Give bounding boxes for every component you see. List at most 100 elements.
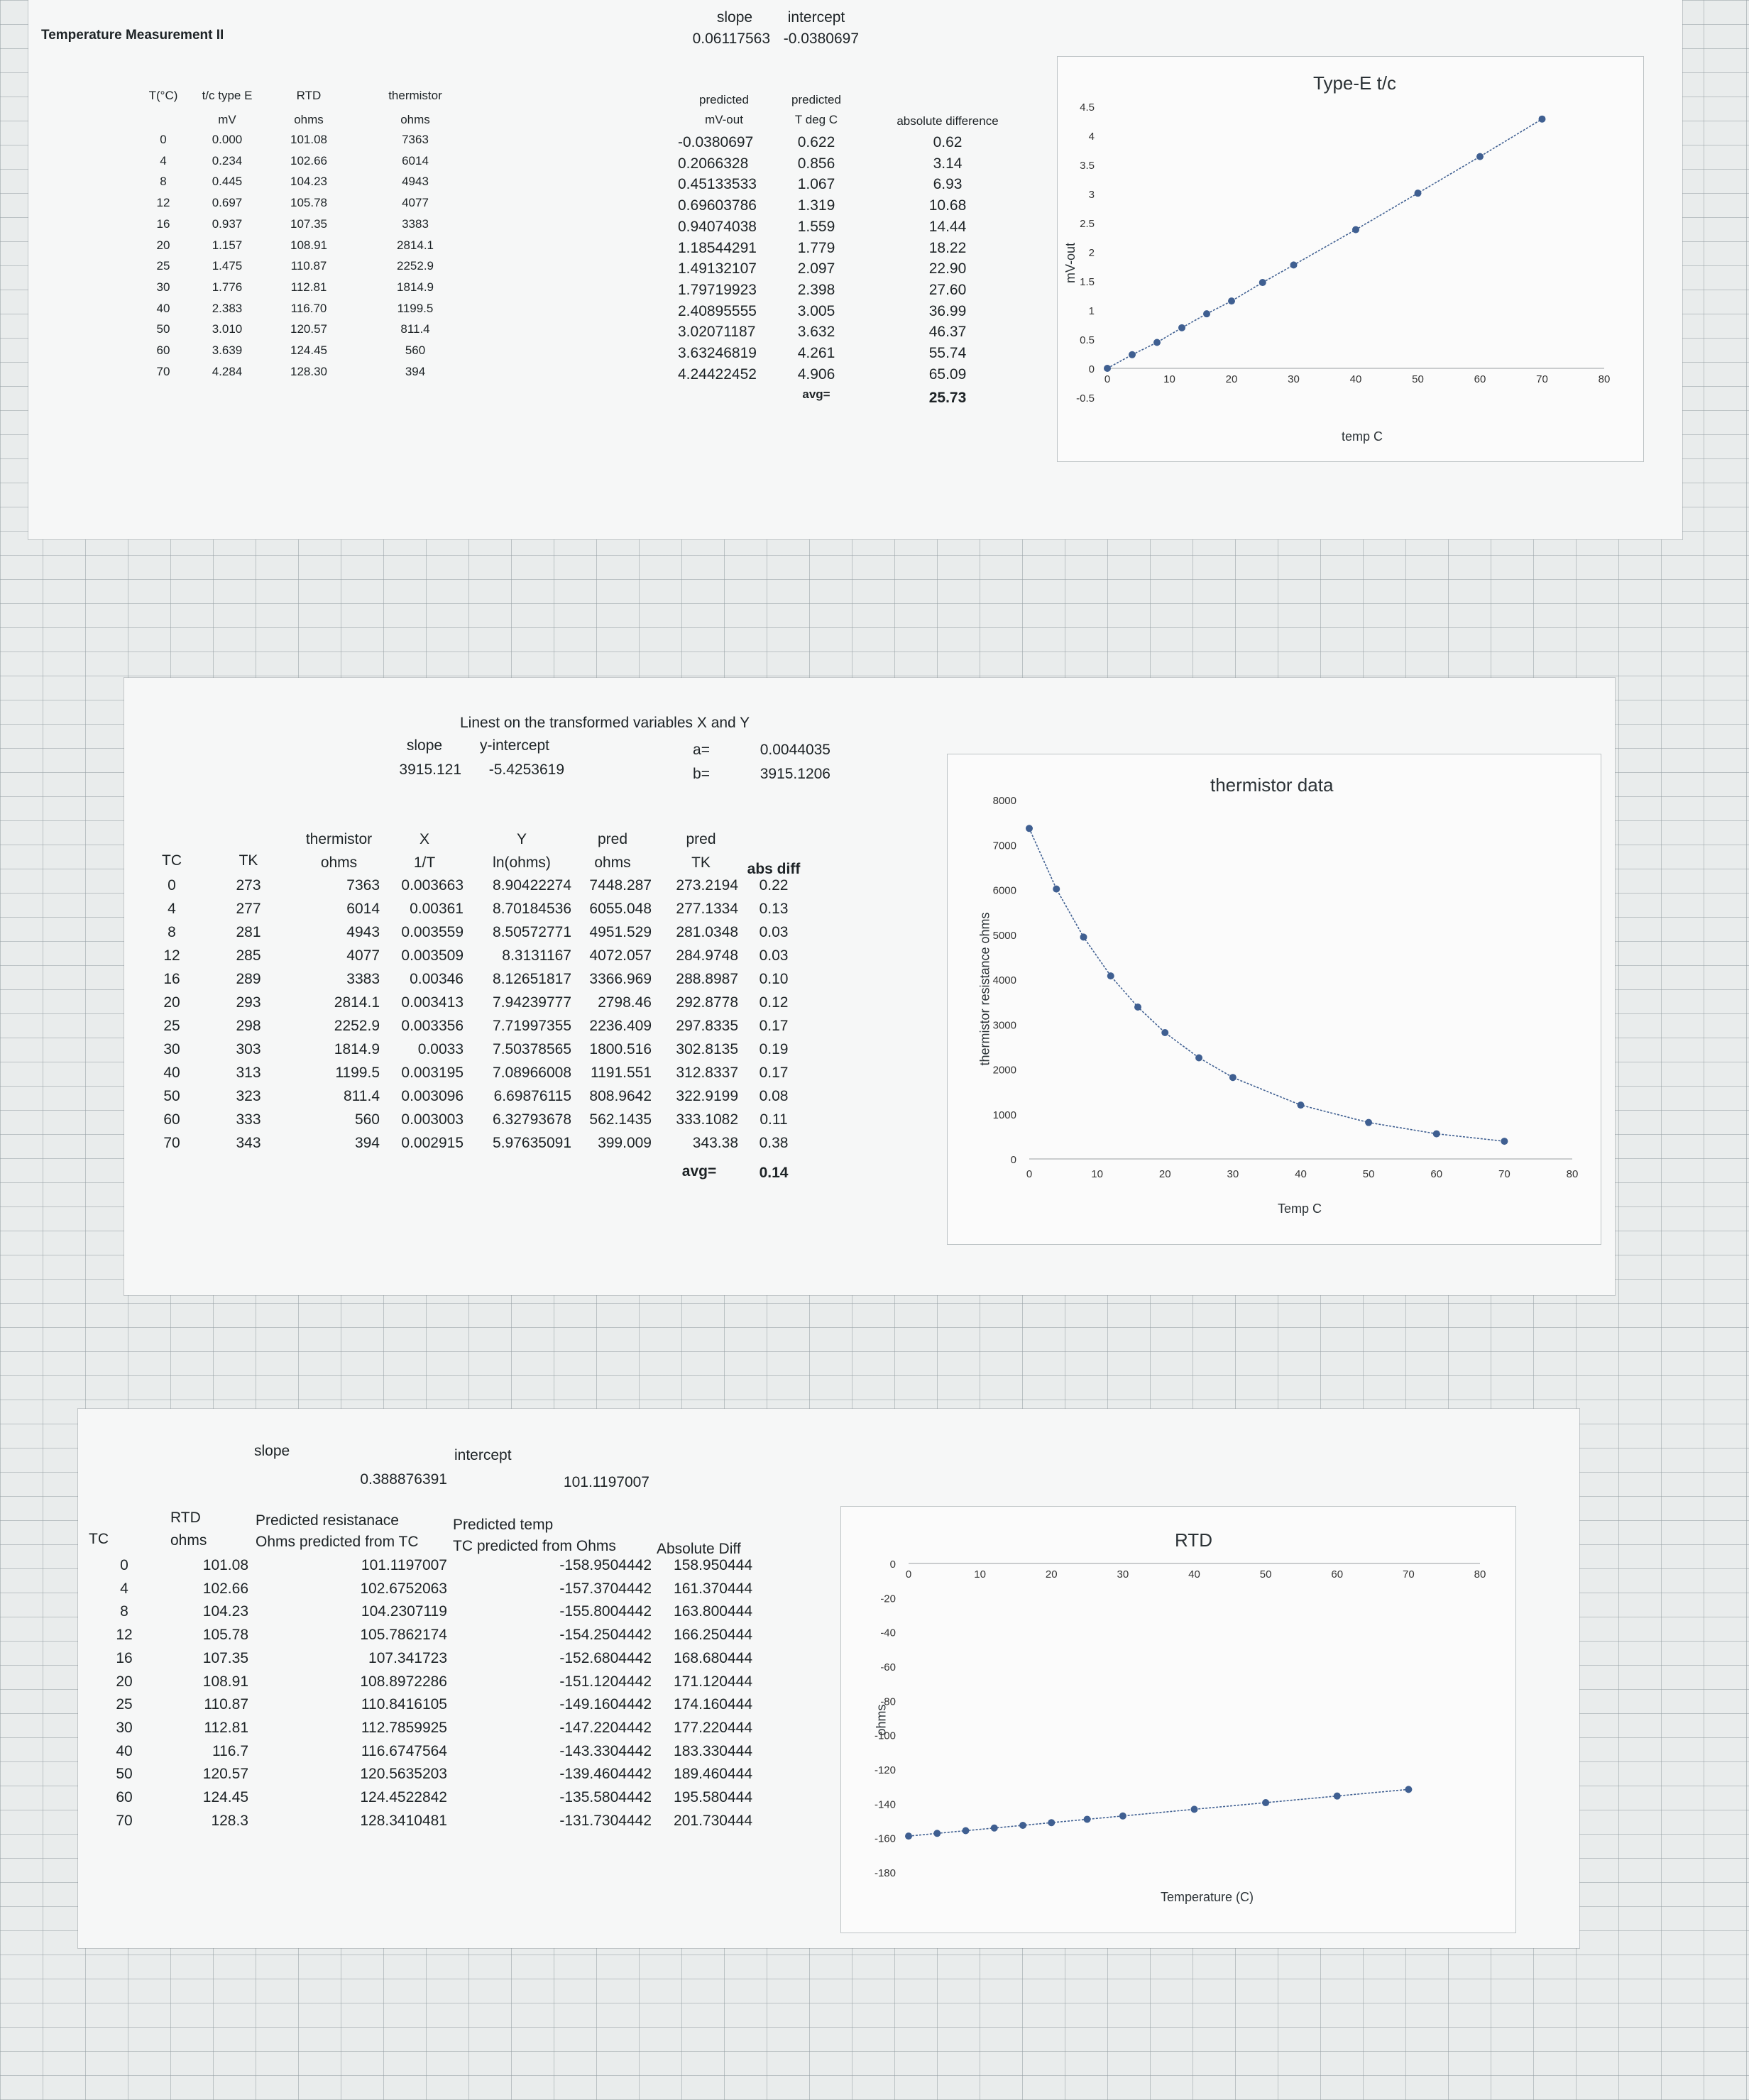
therm-table-cell[interactable]: 0.003663 (401, 877, 464, 894)
therm-table-cell[interactable]: 8 (168, 924, 176, 940)
tc-table-cell[interactable]: 0.234 (212, 153, 243, 167)
tc-fit-absdiff[interactable]: 14.44 (928, 218, 967, 235)
rtd-cell-tc[interactable]: 40 (116, 1742, 133, 1759)
tc-table-cell[interactable]: 3.639 (212, 343, 243, 357)
tc-fit-absdiff[interactable]: 0.62 (933, 134, 963, 150)
therm-table-cell[interactable]: 0 (168, 877, 176, 894)
therm-table-cell[interactable]: 7.94239777 (493, 994, 571, 1011)
tc-fit-pred-mv[interactable]: 3.63246819 (678, 345, 757, 361)
tc-fit-absdiff[interactable]: 46.37 (928, 324, 967, 341)
therm-table-cell[interactable]: 333 (236, 1111, 261, 1128)
therm-table-cell[interactable]: 1800.516 (589, 1041, 652, 1057)
tc-table-cell[interactable]: 25 (156, 259, 170, 273)
rtd-cell-pred-res[interactable]: 107.341723 (368, 1649, 447, 1666)
tc-fit-pred-t[interactable]: 1.559 (797, 218, 835, 235)
rtd-cell-ohms[interactable]: 128.3 (211, 1812, 248, 1829)
therm-table-cell[interactable]: 1199.5 (335, 1065, 380, 1081)
thermistor-chart[interactable]: thermistor data Temp C thermistor resist… (948, 754, 1601, 1244)
rtd-cell-tc[interactable]: 30 (116, 1719, 133, 1736)
therm-table-cell[interactable]: 0.11 (760, 1111, 788, 1128)
therm-table-cell[interactable]: 0.17 (759, 1018, 789, 1034)
rtd-cell-absdiff[interactable]: 201.730444 (674, 1812, 752, 1829)
tc-fit-absdiff[interactable]: 6.93 (933, 176, 963, 193)
tc-slope-value[interactable]: 0.06117563 (692, 31, 770, 47)
rtd-cell-absdiff[interactable]: 168.680444 (674, 1649, 752, 1666)
rtd-cell-absdiff[interactable]: 158.950444 (674, 1557, 752, 1573)
rtd-chart[interactable]: RTD Temperature (C) ohms 0 -20 -40 -60 -80 -1… (841, 1507, 1515, 1933)
rtd-cell-tc[interactable]: 12 (116, 1627, 133, 1644)
therm-table-cell[interactable]: 0.22 (759, 877, 789, 894)
rtd-cell-pred-res[interactable]: 124.4522842 (360, 1789, 447, 1805)
therm-table-cell[interactable]: 0.13 (759, 901, 789, 917)
tc-table-cell[interactable]: 7363 (402, 133, 429, 146)
linest-yint-value[interactable]: -5.4253619 (488, 762, 564, 778)
tc-fit-pred-mv[interactable]: 1.18544291 (678, 239, 757, 256)
a-value[interactable]: 0.0044035 (760, 742, 830, 758)
tc-table-cell[interactable]: 2252.9 (397, 259, 434, 273)
therm-table-cell[interactable]: 277 (236, 901, 261, 917)
therm-table-cell[interactable]: 50 (163, 1088, 180, 1104)
tc-table-cell[interactable]: 108.91 (290, 238, 327, 252)
therm-table-cell[interactable]: 7363 (346, 877, 380, 894)
therm-table-cell[interactable]: 562.1435 (589, 1111, 652, 1128)
rtd-cell-pred-temp[interactable]: -143.3304442 (559, 1742, 652, 1759)
therm-table-cell[interactable]: 8.3131167 (502, 947, 571, 964)
tc-fit-pred-mv[interactable]: 0.94074038 (678, 218, 757, 235)
therm-table-cell[interactable]: 0.003356 (401, 1018, 464, 1034)
rtd-cell-pred-res[interactable]: 120.5635203 (360, 1766, 447, 1783)
tc-table-cell[interactable]: 811.4 (400, 322, 430, 336)
rtd-cell-pred-res[interactable]: 112.7859925 (361, 1719, 447, 1736)
tc-fit-pred-mv[interactable]: 2.40895555 (678, 302, 757, 319)
rtd-cell-pred-res[interactable]: 105.7862174 (360, 1627, 447, 1644)
tc-table-cell[interactable]: 0.937 (212, 216, 243, 231)
tc-table-cell[interactable]: 120.57 (290, 322, 327, 336)
therm-table-cell[interactable]: 6055.048 (589, 901, 652, 917)
therm-table-cell[interactable]: 7.08966008 (493, 1065, 571, 1081)
rtd-cell-tc[interactable]: 70 (116, 1812, 133, 1829)
tc-fit-pred-mv[interactable]: 4.24422452 (678, 365, 757, 383)
rtd-cell-absdiff[interactable]: 161.370444 (674, 1580, 752, 1597)
tc-fit-pred-t[interactable]: 4.261 (797, 345, 835, 361)
therm-table-cell[interactable]: 7.50378565 (493, 1041, 571, 1057)
tc-fit-absdiff[interactable]: 65.09 (928, 365, 967, 383)
tc-table-cell[interactable]: 20 (156, 238, 170, 252)
rtd-cell-pred-temp[interactable]: -157.3704442 (559, 1580, 652, 1597)
rtd-cell-pred-temp[interactable]: -135.5804442 (559, 1789, 652, 1805)
rtd-cell-pred-res[interactable]: 104.2307119 (361, 1603, 447, 1620)
rtd-cell-ohms[interactable]: 116.7 (212, 1742, 248, 1759)
therm-table-cell[interactable]: 1191.551 (590, 1065, 652, 1081)
rtd-cell-ohms[interactable]: 107.35 (202, 1649, 248, 1666)
therm-table-cell[interactable]: 277.1334 (676, 901, 738, 917)
tc-fit-absdiff[interactable]: 10.68 (928, 197, 967, 214)
tc-table-cell[interactable]: 4077 (402, 196, 429, 210)
therm-table-cell[interactable]: 298 (236, 1018, 261, 1034)
type-e-chart[interactable]: Type-E t/c temp C mV-out -0.5 0 0.5 1 1.5 2 2.… (1058, 57, 1643, 461)
rtd-cell-pred-temp[interactable]: -149.1604442 (559, 1696, 652, 1713)
tc-intercept-value[interactable]: -0.0380697 (783, 31, 859, 47)
tc-table-cell[interactable]: 1199.5 (397, 301, 434, 315)
therm-table-cell[interactable]: 343.38 (692, 1135, 738, 1151)
tc-table-cell[interactable]: 1.157 (212, 238, 243, 252)
therm-table-cell[interactable]: 7448.287 (589, 877, 652, 894)
tc-table-cell[interactable]: 16 (156, 216, 170, 231)
therm-table-cell[interactable]: 0.003559 (401, 924, 464, 940)
tc-fit-avg-value[interactable]: 25.73 (928, 390, 967, 406)
tc-fit-pred-mv[interactable]: 3.02071187 (678, 324, 756, 341)
tc-fit-absdiff[interactable]: 22.90 (928, 260, 967, 277)
therm-table-cell[interactable]: 811.4 (344, 1088, 380, 1104)
therm-table-cell[interactable]: 0.03 (759, 947, 789, 964)
therm-table-cell[interactable]: 6.32793678 (493, 1111, 571, 1128)
therm-table-cell[interactable]: 0.002915 (401, 1135, 464, 1151)
tc-table-cell[interactable]: 107.35 (290, 216, 327, 231)
therm-table-cell[interactable]: 60 (163, 1111, 180, 1128)
therm-table-cell[interactable]: 560 (354, 1111, 380, 1128)
therm-table-cell[interactable]: 333.1082 (676, 1111, 738, 1128)
tc-table-cell[interactable]: 110.87 (290, 259, 327, 273)
therm-table-cell[interactable]: 4077 (346, 947, 380, 964)
tc-table-cell[interactable]: 105.78 (290, 196, 327, 210)
therm-table-cell[interactable]: 273 (236, 877, 261, 894)
therm-table-cell[interactable]: 0.0033 (417, 1041, 464, 1057)
rtd-cell-pred-temp[interactable]: -152.6804442 (559, 1649, 652, 1666)
rtd-cell-absdiff[interactable]: 189.460444 (674, 1766, 752, 1783)
tc-fit-pred-t[interactable]: 1.779 (797, 239, 835, 256)
